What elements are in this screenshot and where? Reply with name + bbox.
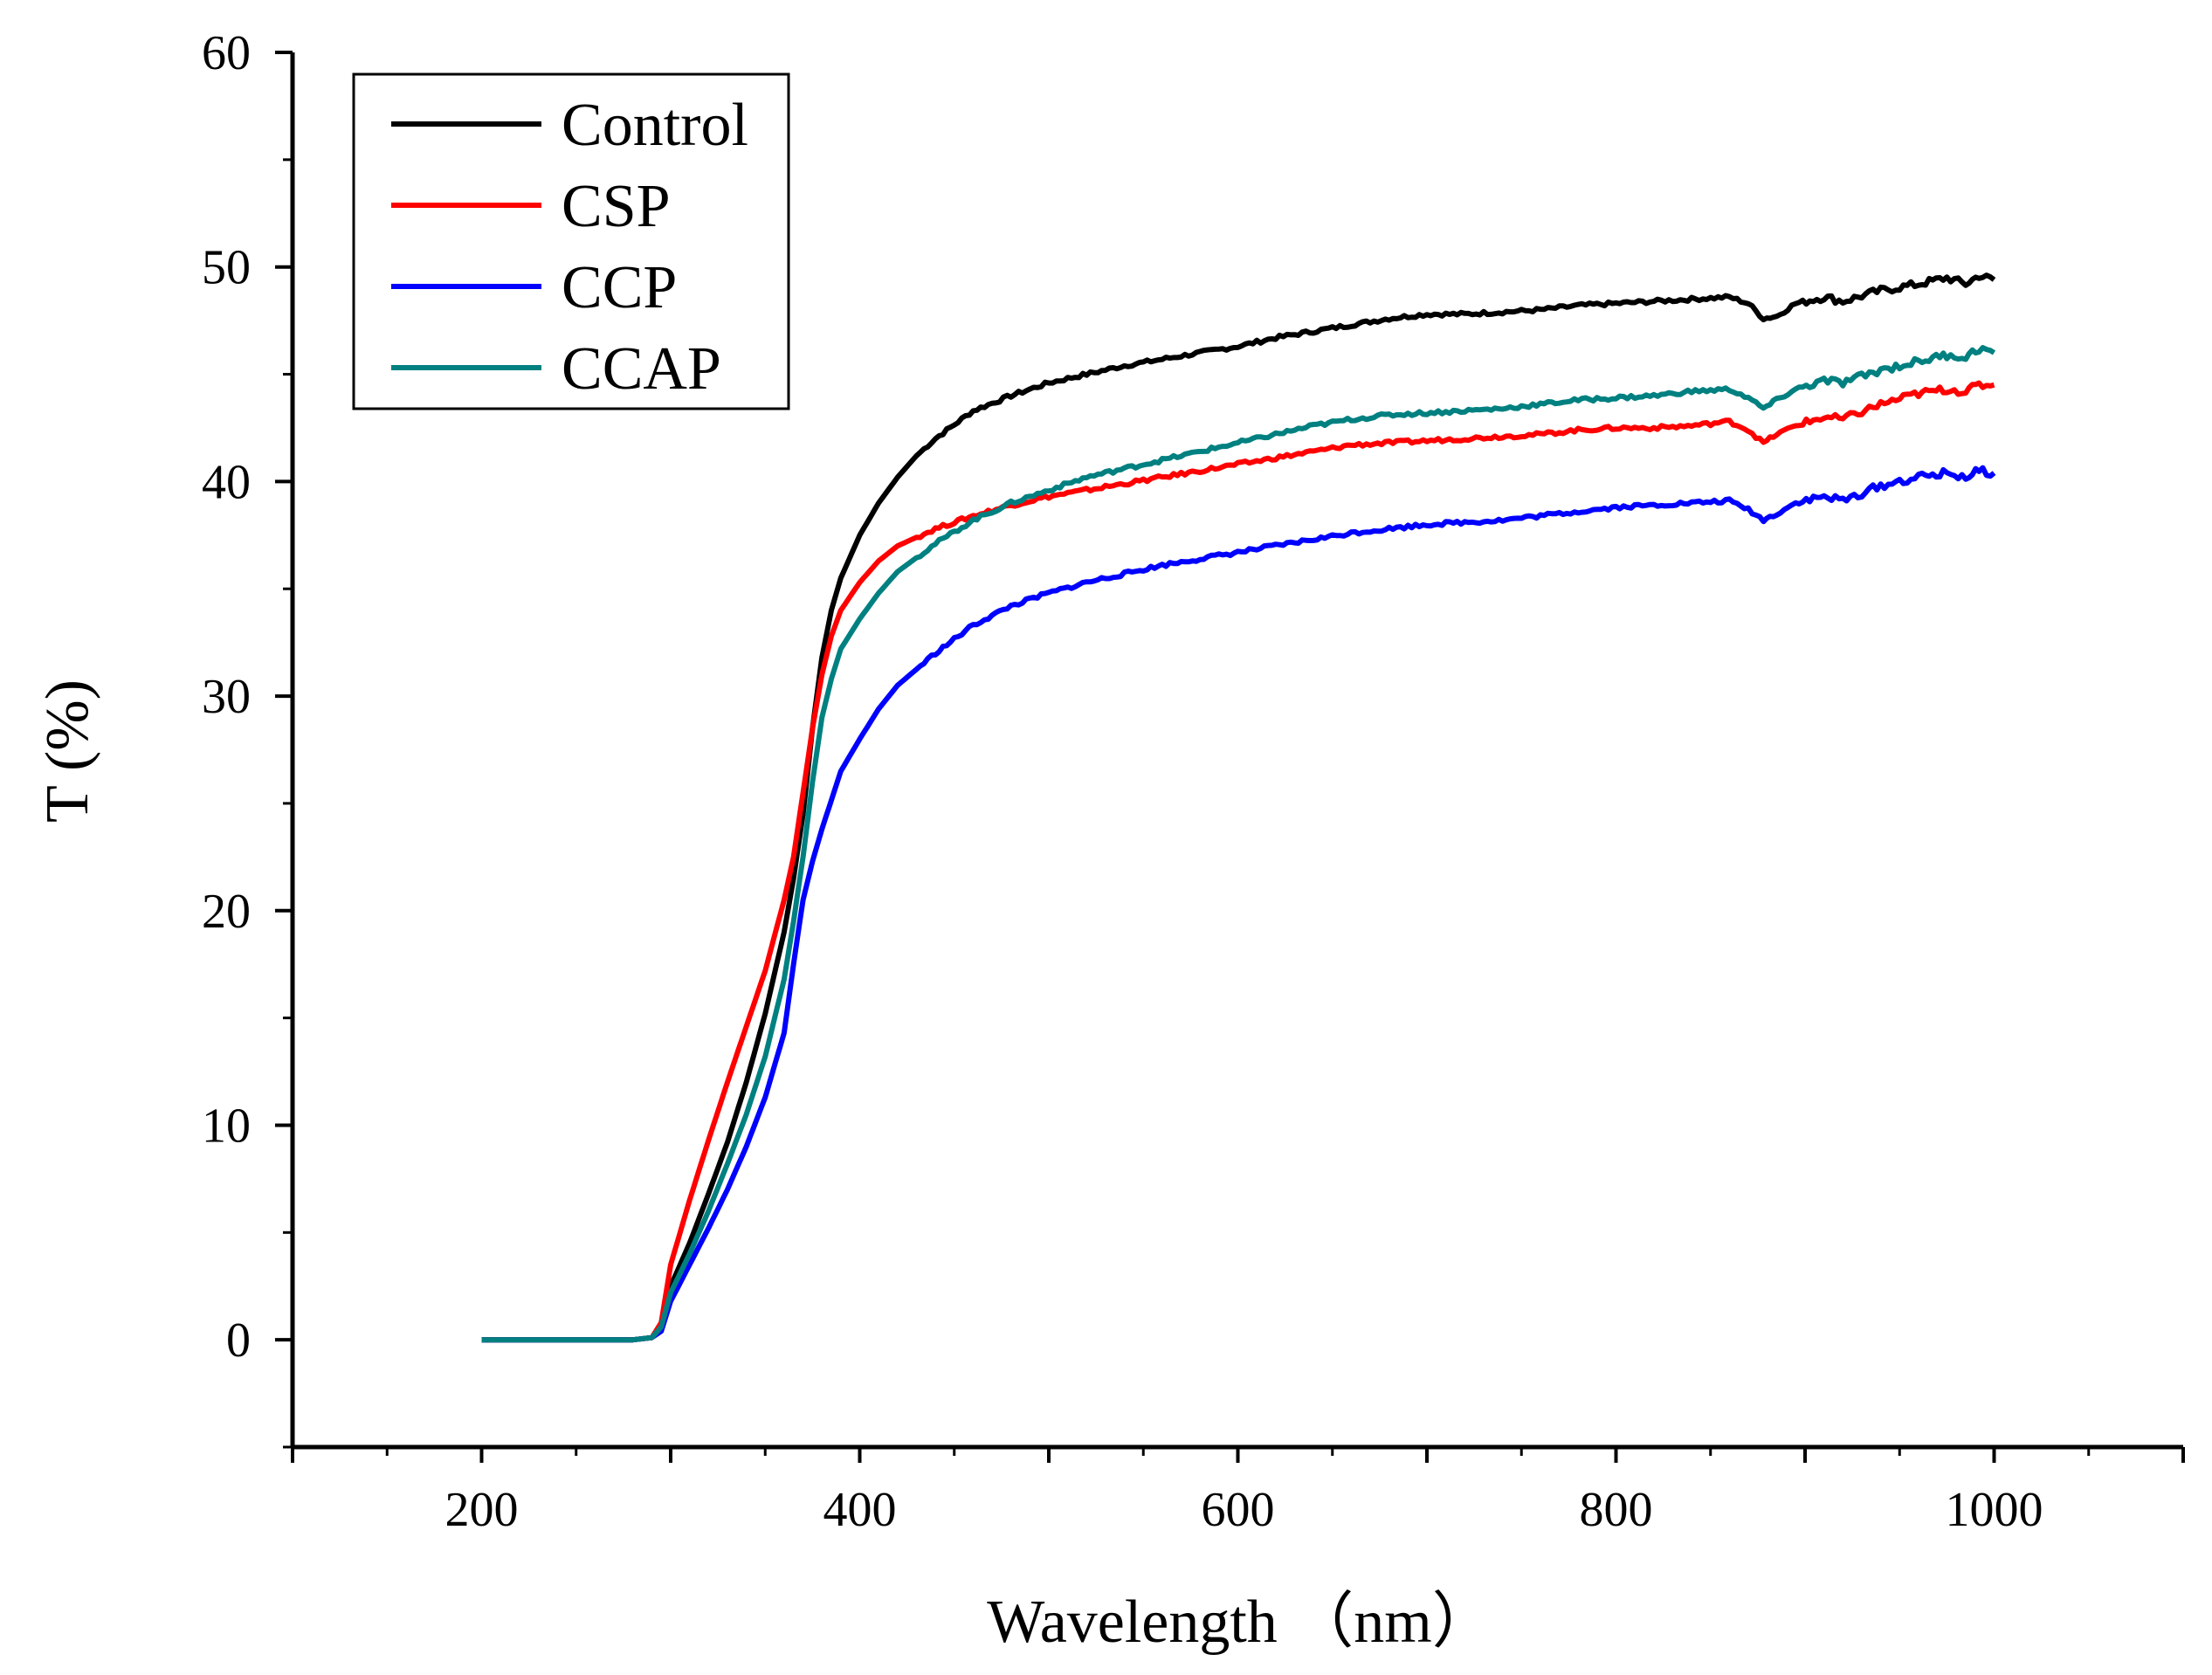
x-tick-label: 1000 [1946,1483,2043,1537]
x-tick-label: 600 [1202,1483,1275,1537]
x-axis-title: Wavelength （nm） [987,1589,1493,1656]
y-axis-title: T (%) [34,679,101,823]
series-line-ccp [481,465,1996,1343]
ticks-layer: 200 400 600 800 1000 0 10 20 30 40 50 60 [202,26,2185,1537]
y-tick-label: 60 [202,26,251,80]
legend-box [352,72,790,410]
y-tick-label: 50 [202,241,251,295]
y-tick-label: 0 [226,1313,251,1368]
x-tick-label: 400 [823,1483,897,1537]
y-tick-label: 40 [202,455,251,509]
x-tick-label: 800 [1580,1483,1653,1537]
y-tick-label: 20 [202,885,251,939]
legend-label-control: Control [562,92,748,159]
y-tick-label: 30 [202,670,251,724]
legend-label-ccap: CCAP [562,335,721,403]
series-line-ccap [481,345,1996,1343]
y-tick-label: 10 [202,1099,251,1153]
legend-label-ccp: CCP [562,254,677,321]
series-layer [481,272,1996,1343]
x-tick-label: 200 [445,1483,519,1537]
series-line-control [481,272,1996,1343]
legend-label-csp: CSP [562,173,671,240]
legend: Control CSP CCP CCAP [352,72,790,410]
series-line-csp [481,380,1995,1343]
